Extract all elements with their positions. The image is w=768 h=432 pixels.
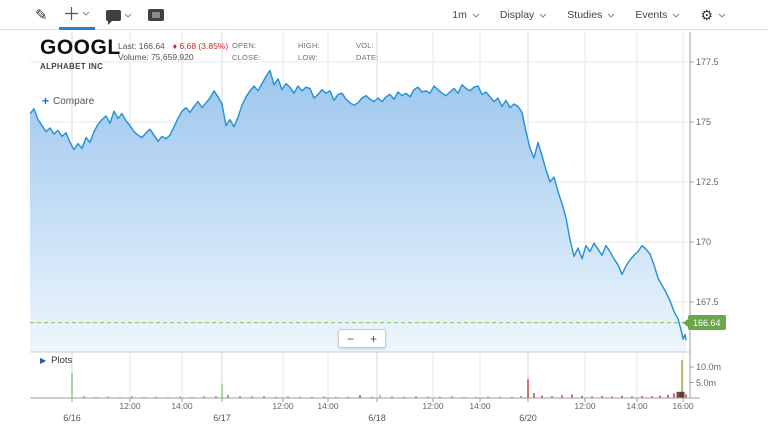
annotation-bubble-icon	[105, 9, 121, 25]
price-change-value: ♦ 6.68 (3.85%)	[172, 41, 229, 51]
zoom-controls: − +	[338, 329, 386, 348]
price-axis-label: 170	[696, 237, 712, 247]
chart-menus-group: 1m Display Studies Events ⚙	[452, 0, 726, 30]
x-axis-time-label: 12:00	[422, 401, 444, 411]
chevron-down-icon	[82, 11, 89, 16]
interval-label: 1m	[452, 9, 467, 21]
open-field-label: OPEN:	[232, 41, 257, 50]
crosshair-tool-button[interactable]	[58, 0, 95, 30]
last-price-value: Last: 166.64	[118, 41, 165, 51]
triangle-right-icon: ▶	[40, 355, 47, 365]
x-axis-time-label: 14:00	[317, 401, 339, 411]
last-price-line: Last: 166.64 ♦ 6.68 (3.85%)	[118, 41, 228, 51]
x-axis-time-label: 12:00	[119, 401, 141, 411]
price-axis-label: 177.5	[696, 57, 719, 67]
plus-icon: +	[42, 94, 50, 108]
chevron-down-icon	[124, 13, 131, 18]
x-axis-time-label: 14:00	[469, 401, 491, 411]
top-toolbar: ✎ 1m	[0, 0, 768, 30]
price-axis-label: 172.5	[696, 177, 719, 187]
annotation-tool-button[interactable]	[101, 0, 137, 30]
company-name: ALPHABET INC	[40, 62, 104, 71]
chart-panel-icon	[147, 9, 164, 21]
chevron-down-icon	[539, 13, 547, 18]
gear-icon: ⚙	[700, 7, 713, 23]
x-axis-date-label: 6/16	[63, 413, 81, 423]
high-field-label: HIGH:	[298, 41, 320, 50]
drawing-tools-group: ✎	[30, 0, 169, 30]
x-axis-date-label: 6/18	[368, 413, 386, 423]
chart-panel-button[interactable]	[143, 0, 169, 30]
x-axis-date-label: 6/20	[519, 413, 537, 423]
studies-label: Studies	[567, 9, 603, 21]
events-label: Events	[635, 9, 668, 21]
compare-label: Compare	[53, 95, 95, 107]
volume-axis-label: 10.0m	[696, 362, 722, 372]
price-axis-label: 167.5	[696, 297, 719, 307]
date-field-label: DATE:	[356, 53, 379, 62]
zoom-out-button[interactable]: −	[346, 331, 354, 346]
low-field-label: LOW:	[298, 53, 318, 62]
chevron-down-icon	[673, 13, 680, 18]
studies-dropdown[interactable]: Studies	[567, 9, 615, 21]
zoom-in-button[interactable]: +	[369, 331, 377, 346]
compare-button[interactable]: + Compare	[42, 95, 94, 107]
x-axis-date-label: 6/17	[213, 413, 231, 423]
close-field-label: CLOSE:	[232, 53, 261, 62]
x-axis-time-label: 16:00	[672, 401, 694, 411]
events-dropdown[interactable]: Events	[635, 9, 680, 21]
volume-line: Volume: 75,659,920	[118, 52, 194, 62]
x-axis-time-label: 14:00	[171, 401, 193, 411]
down-arrow-icon: ♦	[172, 41, 178, 51]
plots-toggle[interactable]: ▶ Plots	[40, 355, 72, 366]
crosshair-icon	[64, 7, 78, 20]
x-axis-time-label: 12:00	[272, 401, 294, 411]
draw-tool-button[interactable]: ✎	[30, 0, 53, 30]
plots-label: Plots	[51, 355, 73, 366]
volume-axis-label: 5.0m	[696, 377, 717, 388]
interval-dropdown[interactable]: 1m	[452, 9, 480, 21]
x-axis-time-label: 14:00	[626, 401, 648, 411]
pencil-draw-icon: ✎	[35, 6, 48, 24]
settings-dropdown[interactable]: ⚙	[700, 8, 726, 22]
price-axis-label: 175	[696, 117, 712, 127]
chevron-down-icon	[472, 13, 480, 18]
x-axis-time-label: 12:00	[574, 401, 596, 411]
symbol-ticker: GOOGL	[40, 36, 121, 59]
chevron-down-icon	[607, 13, 615, 18]
chevron-down-icon	[718, 13, 726, 18]
display-label: Display	[499, 9, 535, 21]
vol-field-label: VOL:	[356, 41, 374, 50]
last-price-badge: 166.64	[683, 315, 726, 331]
display-dropdown[interactable]: Display	[500, 9, 547, 21]
